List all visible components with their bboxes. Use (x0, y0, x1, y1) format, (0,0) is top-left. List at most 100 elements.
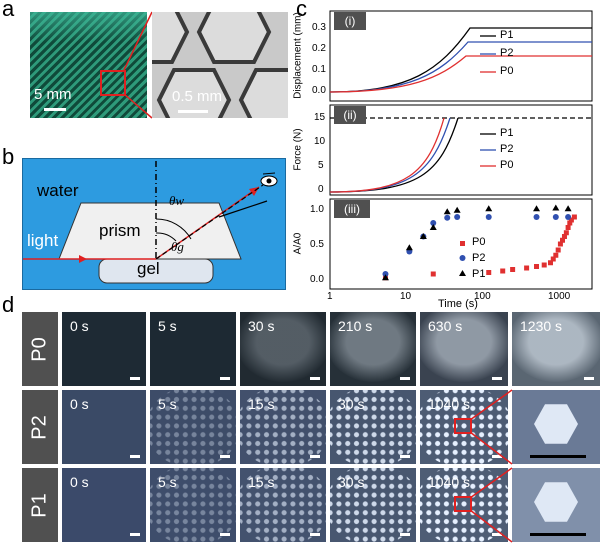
data-point-p0 (430, 271, 436, 277)
time-lapse-frame: 1040 s (420, 390, 508, 464)
ytick: 0.0 (312, 85, 326, 96)
area-fraction-plot (329, 198, 593, 290)
data-point-p1 (533, 205, 541, 212)
ylabel-area: A/A0 (292, 232, 304, 255)
time-label: 5 s (158, 396, 177, 412)
ytick: 1.0 (310, 204, 324, 215)
scale-bar (220, 455, 230, 458)
panel-label-a: a (2, 0, 15, 21)
data-point-p0 (555, 247, 561, 253)
label-water: water (37, 181, 79, 200)
scale-bar-right (178, 110, 208, 113)
ylabel-force: Force (N) (292, 128, 304, 171)
scale-bar (492, 455, 502, 458)
data-point-p1 (552, 204, 560, 211)
time-label: 0 s (70, 318, 89, 334)
time-label: 630 s (428, 318, 463, 334)
label-light: light (27, 231, 59, 250)
row-label-p2: P2 (22, 390, 58, 464)
panel-label-b: b (2, 144, 15, 169)
time-label: 5 s (158, 318, 177, 334)
zoom-box (454, 496, 472, 512)
data-point-p0 (567, 220, 573, 226)
scale-bar (310, 377, 320, 380)
time-lapse-frame: 0 s (62, 390, 146, 464)
time-label: 0 s (70, 474, 89, 490)
scale-bar (130, 455, 140, 458)
eye-icon (260, 172, 278, 187)
data-point-p0 (541, 262, 547, 268)
time-lapse-grid: P0 0 s 5 s 30 s 210 s 630 s 1230 s P2 0 s 5 s 15 s… (22, 312, 600, 544)
scale-label-right: 0.5 mm (172, 88, 223, 105)
zoom-box (454, 418, 472, 434)
data-point-p1 (429, 224, 437, 230)
ytick: 0 (318, 184, 324, 195)
tag-ii: (ii) (334, 106, 366, 124)
scale-bar (492, 533, 502, 536)
xtick: 10 (400, 291, 412, 302)
time-lapse-frame: 5 s (150, 390, 236, 464)
ytick: 0.5 (310, 239, 324, 250)
tag-iii: (iii) (334, 200, 370, 218)
legend-entry: P1 (472, 268, 486, 280)
xlabel-time: Time (s) (438, 298, 478, 310)
scale-bar (220, 533, 230, 536)
scale-bar (400, 533, 410, 536)
row-label-p0: P0 (22, 312, 58, 386)
time-label: 30 s (248, 318, 275, 334)
xtick: 100 (474, 291, 491, 302)
data-point-p1 (419, 233, 427, 239)
label-prism: prism (99, 221, 141, 240)
scale-bar (492, 377, 502, 380)
xtick: 1 (327, 291, 333, 302)
data-point-p2 (565, 214, 572, 220)
data-point-p0 (550, 256, 556, 262)
data-point-p2 (382, 271, 389, 277)
data-point-p0 (534, 264, 540, 269)
row-label-text: P1 (28, 492, 51, 518)
time-lapse-frame (512, 390, 600, 464)
scale-bar (400, 455, 410, 458)
data-point-p0 (560, 237, 566, 243)
time-label: 0 s (70, 396, 89, 412)
tag-i: (i) (334, 12, 366, 30)
ytick: 0.0 (310, 274, 324, 285)
time-label: 15 s (248, 396, 275, 412)
time-lapse-frame: 1040 s (420, 468, 508, 542)
data-point-p0 (524, 265, 530, 271)
data-point-p0 (510, 267, 516, 272)
time-lapse-frame: 30 s (330, 390, 416, 464)
scale-bar (400, 377, 410, 380)
microscope-image: 0.5 mm (152, 12, 288, 118)
data-point-p1 (405, 244, 413, 251)
time-lapse-frame: 210 s (330, 312, 416, 386)
data-point-p0 (571, 214, 577, 220)
data-point-p2 (454, 214, 461, 220)
data-point-p1 (564, 205, 572, 212)
panel-label-c: c (296, 0, 307, 21)
time-lapse-frame: 5 s (150, 312, 236, 386)
data-point-p0 (561, 234, 567, 239)
time-lapse-frame: 30 s (240, 312, 326, 386)
time-lapse-frame: 1230 s (512, 312, 600, 386)
legend-entry: P2 (500, 143, 514, 155)
row-label-text: P0 (28, 336, 51, 362)
legend-entry: P0 (500, 65, 514, 77)
data-point-p1 (381, 274, 389, 281)
data-point-p2 (552, 214, 559, 220)
xtick: 1000 (548, 291, 571, 302)
ytick: 0.2 (312, 43, 326, 54)
data-point-p1 (485, 205, 493, 212)
scale-bar-left (44, 108, 66, 111)
optical-setup-diagram: water prism light gel θw θg (22, 158, 286, 290)
ytick: 5 (318, 160, 324, 171)
data-point-p0 (557, 241, 563, 247)
time-lapse-frame: 15 s (240, 468, 326, 542)
row-label-text: P2 (28, 414, 51, 440)
data-point-p2 (444, 214, 451, 221)
chart-force: Force (N) (ii) 0 5 10 15 P1 P2 P0 (293, 104, 594, 196)
legend-entry: P0 (500, 159, 514, 171)
time-label: 1040 s (428, 396, 471, 412)
time-label: 15 s (248, 474, 275, 490)
row-label-p1: P1 (22, 468, 58, 542)
